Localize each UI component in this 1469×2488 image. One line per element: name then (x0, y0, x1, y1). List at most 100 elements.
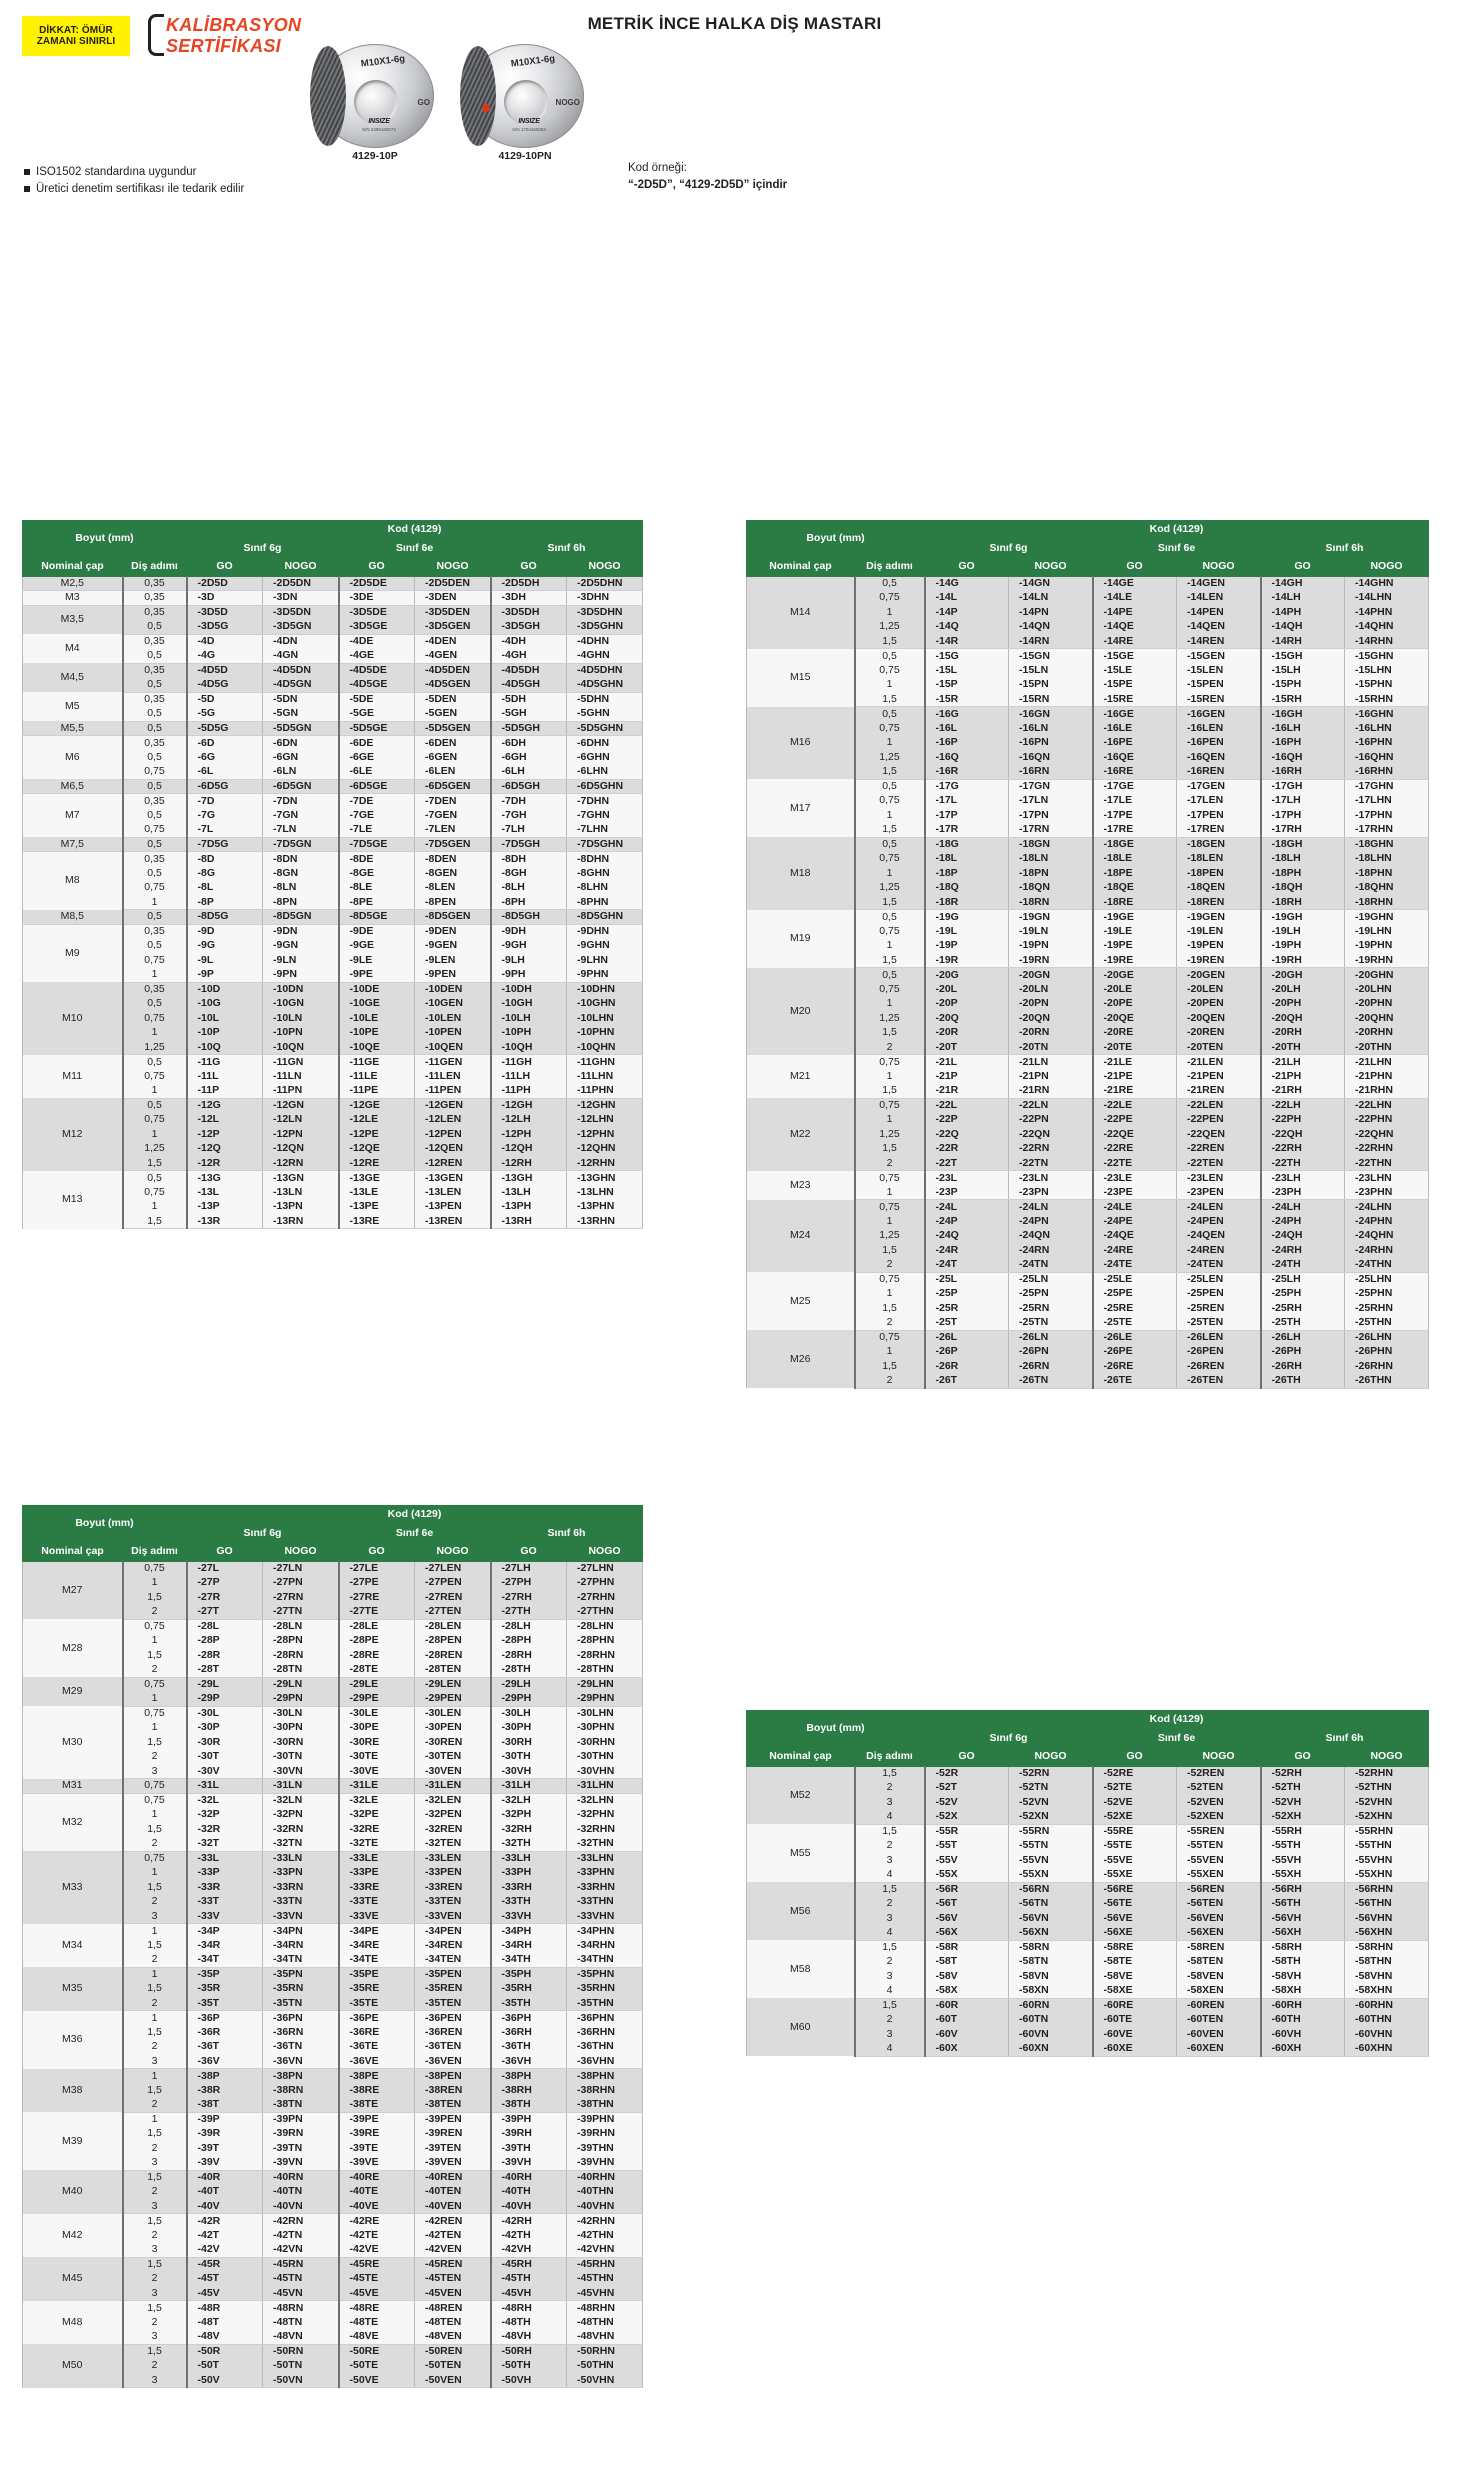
cell-code-nogo-6h: -8PHN (566, 895, 643, 911)
cell-code-nogo-6h: -35RHN (566, 1981, 643, 1997)
cell-code-go-6e: -14RE (1092, 634, 1177, 650)
cell-code-nogo-6h: -21RHN (1344, 1083, 1429, 1099)
cell-code-nogo-6g: -23PN (1008, 1185, 1094, 1201)
th-nogo-6e: NOGO (1176, 1747, 1261, 1767)
cell-code-go-6e: -9LE (338, 953, 415, 968)
cell-code-nogo-6g: -26LN (1008, 1330, 1094, 1345)
cell-code-nogo-6h: -35THN (566, 1996, 643, 2012)
cell-code-nogo-6e: -14PEN (1176, 605, 1262, 620)
cell-code-nogo-6e: -11PEN (414, 1083, 492, 1099)
cell-code-go-6g: -27L (186, 1561, 263, 1576)
part-number: 4129-10P (352, 150, 398, 162)
cell-code-nogo-6h: -19RHN (1344, 953, 1429, 969)
cell-code-nogo-6g: -5GN (262, 706, 340, 722)
cell-code-nogo-6g: -31LN (262, 1778, 340, 1794)
th-nogo-6e: NOGO (414, 557, 491, 577)
cell-code-nogo-6e: -24TEN (1176, 1257, 1262, 1273)
cell-code-go-6g: -42V (186, 2242, 263, 2258)
cell-code-go-6e: -19PE (1092, 938, 1177, 954)
cell-code-nogo-6g: -48TN (262, 2315, 340, 2330)
cell-code-nogo-6e: -26PEN (1176, 1344, 1262, 1360)
cell-code-go-6h: -38RH (490, 2083, 567, 2098)
th-code-group: Kod (4129) (186, 1505, 643, 1525)
cell-code-nogo-6h: -58XHN (1344, 1983, 1429, 1999)
cell-nominal-diameter: M32 (22, 1793, 124, 1852)
cell-code-nogo-6h: -2D5DHN (566, 576, 643, 592)
table-row: 3 -40V -40VN -40VE -40VEN -40VH -40VHN (23, 2199, 643, 2215)
table-row: 1 -16P -16PN -16PE -16PEN -16PH -16PHN (747, 735, 1429, 751)
cell-pitch: 1,5 (122, 1822, 188, 1837)
cell-pitch: 2 (122, 1836, 188, 1852)
cell-pitch: 1,5 (854, 1882, 926, 1897)
cell-code-go-6e: -4DE (338, 634, 415, 649)
cell-code-nogo-6g: -56VN (1008, 1911, 1094, 1926)
cell-pitch: 1 (122, 2068, 188, 2084)
cell-code-nogo-6g: -56RN (1008, 1882, 1094, 1897)
cell-code-go-6g: -33T (186, 1894, 263, 1910)
cell-code-go-6e: -28PE (338, 1633, 415, 1649)
cell-code-go-6h: -28RH (490, 1648, 567, 1663)
cell-code-nogo-6h: -60XHN (1344, 2041, 1429, 2057)
cell-code-go-6e: -21RE (1092, 1083, 1177, 1099)
cell-code-go-6g: -18Q (924, 880, 1009, 896)
cell-code-nogo-6e: -13LEN (414, 1185, 492, 1200)
cell-code-go-6h: -34TH (490, 1952, 567, 1968)
cell-code-nogo-6h: -12PHN (566, 1127, 643, 1142)
cell-code-nogo-6e: -20LEN (1176, 982, 1262, 997)
cell-code-go-6e: -40VE (338, 2199, 415, 2215)
cell-code-nogo-6h: -27THN (566, 1604, 643, 1620)
cell-code-nogo-6e: -19PEN (1176, 938, 1262, 954)
cell-code-go-6g: -14Q (924, 619, 1009, 635)
cell-code-go-6g: -13P (186, 1199, 263, 1215)
cell-code-go-6e: -7DE (338, 793, 415, 809)
cell-code-go-6h: -18QH (1260, 880, 1345, 896)
cell-code-go-6e: -5D5GE (338, 721, 415, 737)
cell-code-go-6g: -52R (924, 1766, 1009, 1781)
cell-code-go-6e: -18LE (1092, 851, 1177, 867)
cell-code-nogo-6h: -32RHN (566, 1822, 643, 1837)
cell-code-go-6h: -9DH (490, 924, 567, 939)
cell-code-nogo-6h: -16RHN (1344, 764, 1429, 780)
cell-nominal-diameter: M18 (746, 837, 856, 910)
cell-code-nogo-6e: -38TEN (414, 2097, 492, 2113)
cell-pitch: 0,75 (854, 1330, 926, 1345)
table-row: M2,5 0,35 -2D5D -2D5DN -2D5DE -2D5DEN -2D5DH -2… (22, 576, 643, 592)
cell-code-go-6g: -18G (924, 837, 1009, 852)
cell-code-go-6h: -28LH (490, 1619, 567, 1634)
cell-code-nogo-6g: -22LN (1008, 1098, 1094, 1113)
cell-code-nogo-6h: -4D5DHN (566, 663, 643, 678)
cell-code-nogo-6g: -32TN (262, 1836, 340, 1852)
table-row: 0,75 -14L -14LN -14LE -14LEN -14LH -14LHN (747, 590, 1429, 606)
cell-code-go-6g: -14P (924, 605, 1009, 620)
cell-code-nogo-6g: -36TN (262, 2039, 340, 2055)
cell-code-go-6e: -8DE (338, 851, 415, 867)
cell-pitch: 1 (122, 895, 188, 911)
cell-code-go-6h: -17LH (1260, 793, 1345, 809)
serial-number: S/N 2495160072 (362, 127, 396, 132)
cell-code-nogo-6g: -40RN (262, 2170, 340, 2185)
table-row: 2 -20T -20TN -20TE -20TEN -20TH -20THN (747, 1040, 1429, 1056)
cell-pitch: 1 (122, 1083, 188, 1099)
cell-code-nogo-6g: -22PN (1008, 1112, 1094, 1128)
cell-code-nogo-6e: -19LEN (1176, 924, 1262, 939)
cell-pitch: 0,75 (122, 1778, 188, 1794)
table-row: 2 -35T -35TN -35TE -35TEN -35TH -35THN (23, 1996, 643, 2012)
cell-code-go-6g: -7D (186, 793, 263, 809)
cell-code-go-6h: -39PH (490, 2112, 567, 2127)
cell-code-nogo-6h: -48VHN (566, 2329, 643, 2345)
cell-code-nogo-6h: -7LHN (566, 822, 643, 838)
cell-code-nogo-6g: -14QN (1008, 619, 1094, 635)
cell-code-go-6h: -29PH (490, 1691, 567, 1707)
cell-code-go-6g: -6D (186, 735, 263, 751)
th-pitch: Diş adımı (854, 1747, 925, 1767)
cell-code-nogo-6g: -58TN (1008, 1954, 1094, 1970)
cell-code-go-6e: -33PE (338, 1865, 415, 1881)
cell-nominal-diameter: M8,5 (22, 909, 124, 925)
cell-code-nogo-6h: -9LHN (566, 953, 643, 968)
cell-pitch: 3 (854, 2027, 926, 2042)
cell-pitch: 1,5 (122, 1590, 188, 1605)
cell-code-go-6g: -58R (924, 1940, 1009, 1955)
cell-pitch: 0,35 (122, 793, 188, 809)
cell-code-nogo-6h: -5DHN (566, 692, 643, 707)
cell-code-go-6g: -25R (924, 1301, 1009, 1316)
